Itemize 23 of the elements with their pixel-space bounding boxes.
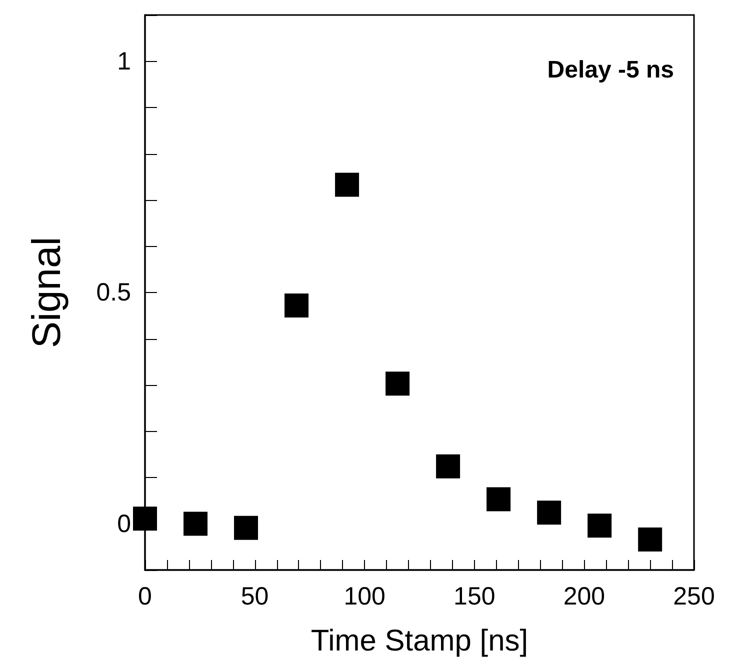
point bbox=[335, 172, 360, 197]
y-tick-label: 0 bbox=[117, 510, 131, 538]
point bbox=[234, 516, 258, 540]
point bbox=[436, 454, 460, 478]
x-tick-label: 150 bbox=[454, 582, 496, 610]
x-tick-label: 50 bbox=[240, 582, 269, 610]
y-axis-title: Signal bbox=[25, 236, 69, 348]
point bbox=[184, 512, 208, 536]
x-tick-label: 200 bbox=[563, 582, 606, 610]
point bbox=[133, 506, 157, 531]
point bbox=[284, 293, 309, 318]
x-tick-label: 250 bbox=[673, 582, 715, 610]
x-tick-label: 0 bbox=[138, 582, 152, 610]
point bbox=[588, 514, 612, 538]
y-tick-label: 0.5 bbox=[96, 278, 131, 306]
point bbox=[486, 487, 511, 512]
annotation: Delay -5 ns bbox=[547, 56, 674, 84]
point bbox=[638, 527, 662, 552]
x-axis-title: Time Stamp [ns] bbox=[310, 624, 528, 658]
y-tick-label: 1 bbox=[117, 47, 131, 76]
point bbox=[537, 500, 562, 525]
point bbox=[386, 372, 410, 396]
x-tick-label: 100 bbox=[344, 582, 386, 610]
